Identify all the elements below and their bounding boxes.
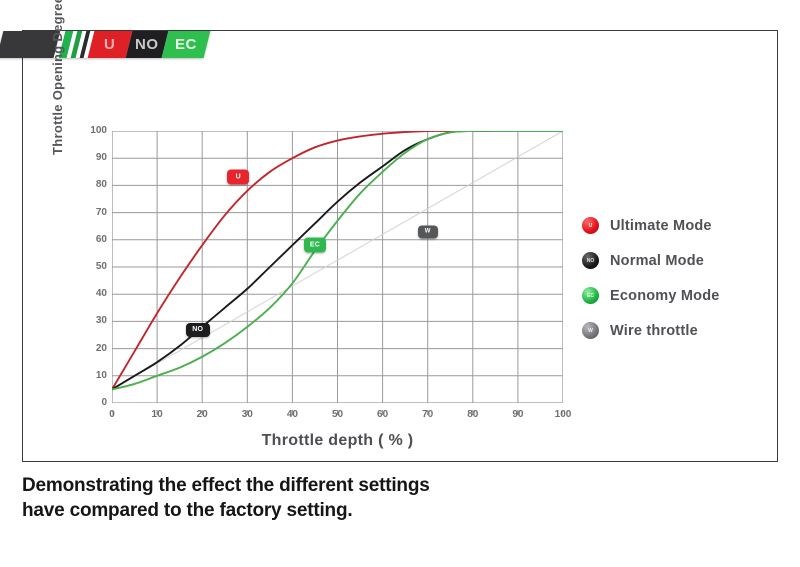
chart-frame: [22, 30, 778, 462]
series-line-ultimate-mode: [112, 131, 563, 391]
y-tick-label: 70: [95, 206, 107, 218]
legend-dot-gray-icon: W: [582, 322, 599, 339]
chart-legend: U Ultimate Mode NO Normal Mode EC Econom…: [582, 208, 772, 348]
brand-logo-banner: U NO EC: [0, 31, 211, 58]
legend-label-normal: Normal Mode: [610, 252, 705, 269]
logo-segment-economy: EC: [161, 31, 211, 58]
y-tick-label: 10: [95, 369, 107, 381]
y-tick-label: 80: [95, 179, 107, 191]
x-axis-title: Throttle depth ( % ): [261, 432, 414, 449]
x-axis-line: [111, 403, 564, 415]
y-tick-label: 60: [95, 233, 107, 245]
legend-label-wire-throttle: Wire throttle: [610, 322, 698, 339]
point-marker-normal: NO: [185, 322, 210, 337]
point-marker-ultimate: U: [227, 169, 250, 185]
chart-canvas: [112, 131, 563, 403]
caption-line-2: have compared to the factory setting.: [22, 500, 353, 522]
legend-dot-red-icon: U: [582, 217, 599, 234]
legend-label-economy: Economy Mode: [610, 287, 720, 304]
y-tick-label: 0: [101, 397, 107, 408]
caption-line-1: Demonstrating the effect the different s…: [22, 475, 430, 496]
logo-label-u: U: [104, 36, 116, 53]
series-line-normal-mode: [112, 131, 563, 391]
legend-item-economy: EC Economy Mode: [582, 278, 772, 313]
legend-item-normal: NO Normal Mode: [582, 243, 772, 278]
legend-label-ultimate: Ultimate Mode: [610, 217, 712, 234]
logo-label-no: NO: [135, 36, 159, 53]
series-line-economy-mode: [112, 131, 563, 391]
legend-item-wire-throttle: W Wire throttle: [582, 313, 772, 348]
point-marker-economy: EC: [303, 237, 326, 253]
series-line-wire-throttle: [112, 131, 563, 390]
legend-item-ultimate: U Ultimate Mode: [582, 208, 772, 243]
x-tick-label: 100: [554, 409, 572, 420]
y-tick-label: 50: [95, 261, 107, 272]
plot-area: U NO EC W: [112, 131, 563, 403]
y-tick-label: 30: [95, 315, 107, 327]
point-marker-wire-throttle: W: [417, 225, 438, 239]
y-tick-label: 40: [95, 288, 107, 300]
y-tick-label: 20: [95, 342, 107, 354]
y-tick-label: 90: [95, 152, 107, 164]
legend-dot-black-icon: NO: [582, 252, 599, 269]
logo-label-ec: EC: [175, 36, 198, 53]
caption: Demonstrating the effect the different s…: [22, 473, 642, 523]
grid-lines: [112, 131, 563, 403]
y-axis-title: Throttle Opening Degree ( % ): [50, 0, 65, 155]
y-tick-label: 100: [90, 125, 107, 136]
legend-dot-green-icon: EC: [582, 287, 599, 304]
